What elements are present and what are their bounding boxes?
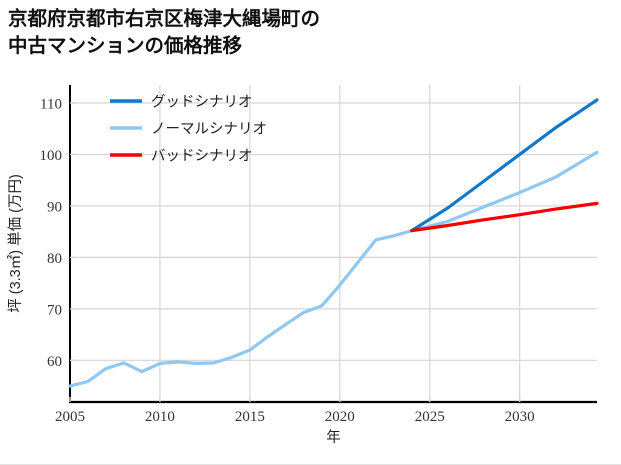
- page-title-line-2: 中古マンションの価格推移: [8, 35, 243, 57]
- y-tick-label: 70: [47, 302, 62, 318]
- axis-tick-labels: 60 70 80 90 100 110 2005 2010 2015 2020 2025 2030: [40, 97, 535, 425]
- x-tick-label: 2005: [55, 409, 85, 425]
- axis-ticks: [69, 102, 521, 402]
- y-tick-label: 100: [40, 148, 63, 164]
- y-tick-label: 110: [40, 97, 62, 113]
- legend-label-bad[interactable]: バッドシナリオ: [151, 149, 253, 165]
- series-line-good: [410, 98, 599, 233]
- y-axis-title: 坪 (3.3㎡) 単価 (万円): [7, 174, 24, 313]
- page-title: 京都府京都市右京区梅津大縄場町の 中古マンションの価格推移: [8, 6, 608, 60]
- x-tick-label: 2015: [235, 409, 265, 425]
- x-tick-label: 2020: [325, 409, 355, 425]
- legend-label-normal[interactable]: ノーマルシナリオ: [151, 122, 267, 138]
- plot-axes: [69, 85, 597, 404]
- chart-series: [68, 98, 599, 388]
- x-tick-label: 2010: [145, 409, 175, 425]
- series-line-normal: [68, 150, 599, 388]
- legend-label-good[interactable]: グッドシナリオ: [151, 94, 253, 111]
- x-axis-title: 年: [326, 429, 341, 446]
- y-tick-label: 90: [47, 199, 62, 215]
- y-tick-label: 80: [47, 251, 62, 267]
- x-tick-label: 2030: [505, 409, 535, 425]
- y-tick-label: 60: [47, 354, 62, 370]
- axis-titles: 年 坪 (3.3㎡) 単価 (万円): [7, 174, 341, 446]
- page-title-line-1: 京都府京都市右京区梅津大縄場町の: [8, 8, 321, 30]
- gridlines: [69, 85, 597, 402]
- x-tick-label: 2025: [415, 409, 445, 425]
- series-line-bad: [410, 201, 599, 233]
